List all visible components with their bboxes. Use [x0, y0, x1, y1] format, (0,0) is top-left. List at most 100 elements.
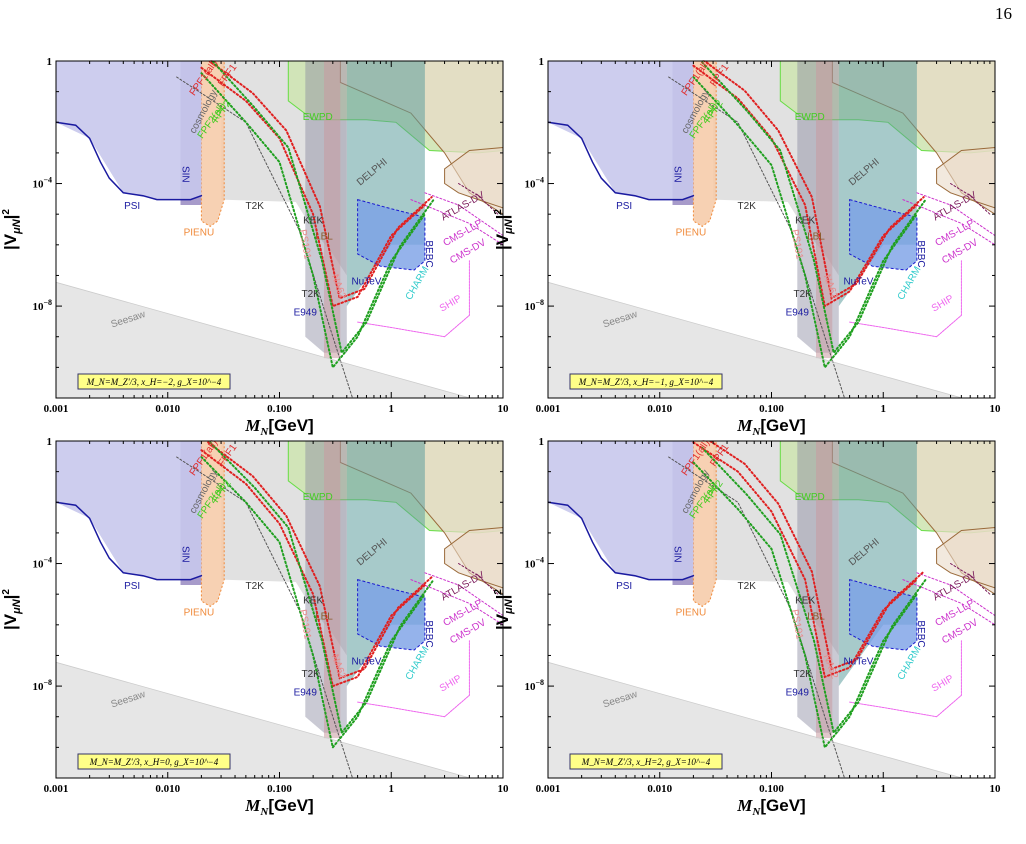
seesaw-line — [56, 661, 472, 778]
region-label-ps191: PS191 — [789, 229, 805, 261]
legend-box — [77, 753, 231, 770]
psi-region — [548, 61, 694, 200]
fpf1-line — [200, 66, 426, 308]
x-tick-label: 0.001 — [536, 783, 561, 795]
x-tick-label: 0.100 — [759, 783, 784, 795]
region-label-ps191: PS191 — [789, 609, 805, 641]
region-label-e949: E949 — [294, 687, 318, 698]
y-tick-label: 10−4 — [32, 556, 52, 571]
region-label-charm: CHARM — [896, 645, 924, 682]
page-number: 16 — [995, 4, 1012, 23]
region-label-pienu: PIENU — [184, 608, 215, 619]
region-label-ps191: PS191 — [297, 229, 313, 261]
region-label-kek: KEK — [795, 215, 815, 226]
x-tick-label: 0.100 — [759, 403, 784, 415]
region-label-t2k: T2K — [301, 289, 320, 300]
x-tick-label: 0.010 — [155, 783, 180, 795]
x-tick-label: 10 — [498, 403, 510, 415]
region-label-t2k: T2K — [246, 581, 265, 592]
y-axis-label: |VμN|2 — [1, 589, 23, 630]
region-label-e949: E949 — [294, 307, 318, 318]
region-label-sin: SIN — [179, 546, 190, 563]
cms-dv-line — [410, 199, 503, 246]
region-label-nutev: NuTeV — [843, 657, 873, 668]
axis-ticks — [55, 60, 504, 399]
x-axis-label: MN[GeV] — [244, 416, 313, 438]
region-label-bebc: BEBC — [423, 240, 434, 267]
y-tick-label: 10−4 — [524, 556, 544, 571]
region-label-lbl: LBL — [807, 611, 825, 622]
x-tick-label: 0.010 — [647, 403, 672, 415]
psi-boundary — [548, 501, 695, 581]
plot-area — [56, 61, 503, 398]
legend-text: M_N=M_Z'/3, x_H=−2, g_X=10^−4 — [86, 377, 222, 387]
region-label-e949: E949 — [786, 307, 810, 318]
legend-text: M_N=M_Z'/3, x_H=−1, g_X=10^−4 — [578, 377, 714, 387]
plot-area — [548, 61, 995, 398]
psi-boundary — [548, 121, 695, 201]
region-label-kek: KEK — [795, 595, 815, 606]
region-label-psi: PSI — [124, 581, 140, 592]
cosmology-line — [176, 76, 353, 398]
x-tick-label: 10 — [990, 403, 1002, 415]
legend-box — [569, 753, 723, 770]
lbl-band — [816, 441, 833, 739]
region-label-psi: PSI — [124, 201, 140, 212]
region-label-t2k: T2K — [301, 669, 320, 680]
region-label-ship: SHIP — [438, 293, 464, 314]
lbl-band — [324, 441, 341, 739]
x-tick-label: 10 — [990, 783, 1002, 795]
region-label-e949: E949 — [786, 687, 810, 698]
ship-line — [849, 640, 962, 718]
cms-llp-line — [916, 572, 995, 617]
region-label-pienu: PIENU — [184, 228, 215, 239]
y-axis-label: |VμN|2 — [493, 589, 515, 630]
atlas-dv-region — [444, 526, 503, 589]
region-label-ship: SHIP — [930, 293, 956, 314]
atlas-dv-line — [458, 563, 499, 595]
y-tick-label: 10−4 — [32, 176, 52, 191]
pienu-region — [692, 441, 717, 608]
region-label-bebc: BEBC — [423, 620, 434, 647]
region-label-kek: KEK — [303, 595, 323, 606]
region-label-sin: SIN — [179, 166, 190, 183]
cosmology-line — [668, 76, 845, 398]
x-tick-label: 0.010 — [647, 783, 672, 795]
psi-boundary — [56, 501, 203, 581]
x-tick-label: 1 — [389, 403, 395, 415]
region-label-lbl: LBL — [315, 231, 333, 242]
axis-ticks — [547, 440, 996, 779]
ship-line — [357, 640, 470, 718]
x-tick-label: 0.100 — [267, 403, 292, 415]
cms-llp-line — [916, 192, 995, 237]
region-label-ship: SHIP — [930, 673, 956, 694]
pienu-region — [200, 61, 225, 228]
atlas-dv-region — [936, 526, 995, 589]
chart-panel-3: cosmologyFPF1FPF1(all)FPF2FPF2(all)SINPS… — [1, 436, 509, 818]
y-axis-label: |VμN|2 — [493, 209, 515, 250]
region-label-pienu: PIENU — [676, 608, 707, 619]
cosmology-line — [176, 456, 353, 778]
region-label-t2k: T2K — [738, 581, 757, 592]
fpf1-line — [692, 64, 918, 308]
fpf1-all-line — [708, 441, 925, 671]
region-label-nutev: NuTeV — [351, 657, 381, 668]
y-tick-label: 1 — [539, 436, 545, 448]
chart-panel-2: cosmologyFPF1FPF1(all)FPF2FPF2(all)SINPS… — [493, 56, 1001, 438]
y-tick-label: 1 — [539, 56, 545, 68]
atlas-dv-line — [950, 183, 991, 215]
fpf2-line — [701, 446, 927, 735]
region-label-t2k: T2K — [793, 669, 812, 680]
x-tick-label: 1 — [881, 403, 887, 415]
cms-dv-line — [902, 199, 995, 246]
region-label-sin: SIN — [671, 546, 682, 563]
atlas-dv-line — [950, 563, 991, 595]
y-tick-label: 1 — [47, 56, 53, 68]
lbl-band — [816, 61, 833, 359]
fpf1-line — [692, 441, 918, 679]
region-label-psi: PSI — [616, 201, 632, 212]
fpf2-line — [211, 61, 435, 355]
legend-text: M_N=M_Z'/3, x_H=2, g_X=10^−4 — [581, 757, 711, 767]
x-tick-label: 0.001 — [44, 403, 69, 415]
y-axis-label: |VμN|2 — [1, 209, 23, 250]
